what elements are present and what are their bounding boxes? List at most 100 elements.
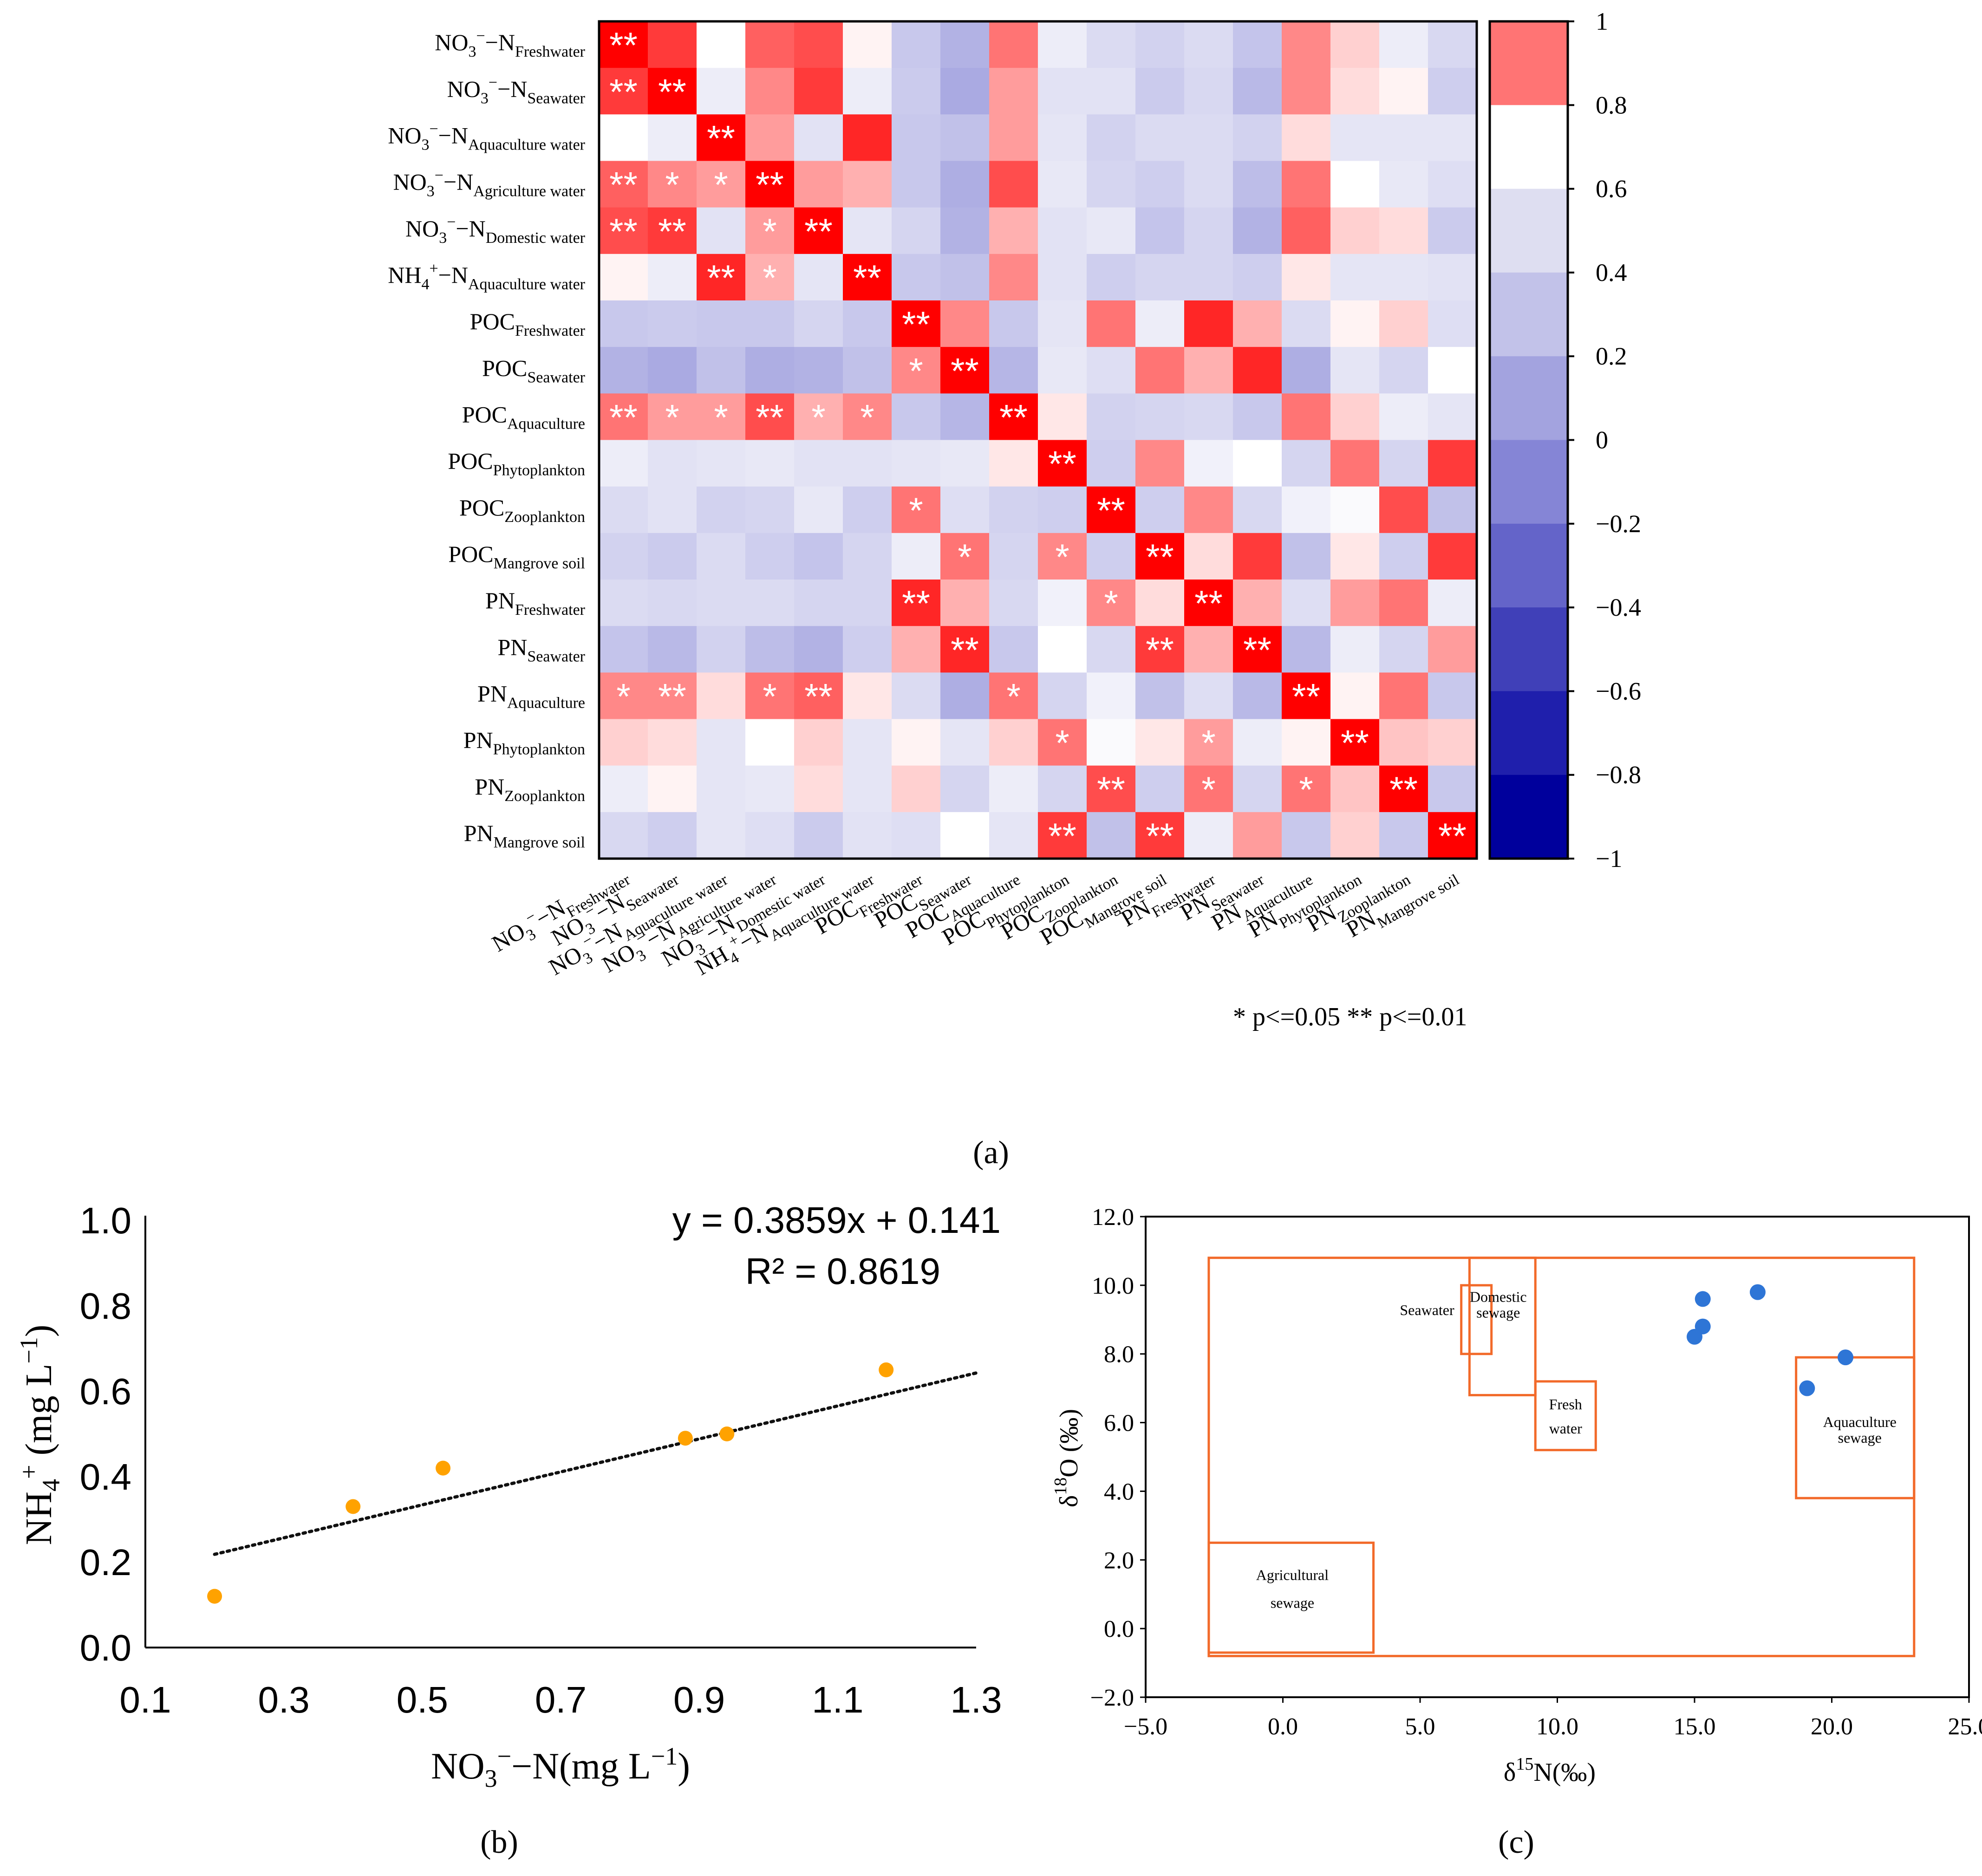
y-tick-label: 6.0: [1104, 1410, 1134, 1437]
significance-mark: *: [1299, 769, 1313, 810]
heatmap-cell: [745, 114, 795, 162]
heatmap-cell: [940, 347, 990, 394]
source-box-label: Agricultural: [1256, 1566, 1329, 1583]
heatmap-cell: [989, 486, 1038, 534]
colorbar-tick-label: 0: [1596, 426, 1608, 454]
significance-mark: **: [1146, 815, 1174, 856]
heatmap-cell: [1087, 68, 1136, 115]
heatmap-cell: [1428, 719, 1477, 766]
source-box-label: water: [1549, 1420, 1582, 1437]
heatmap-cell: [1135, 533, 1185, 580]
heatmap-cell: [745, 393, 795, 441]
colorbar-segment: [1490, 440, 1568, 524]
heatmap-cell: [1087, 207, 1136, 254]
colorbar-segment: [1490, 105, 1568, 189]
source-box: [1207, 1541, 1375, 1654]
colorbar-tick-label: −1: [1596, 845, 1622, 873]
row-label: PNSeawater: [497, 634, 585, 665]
heatmap-cell: [1282, 207, 1331, 254]
x-tick-label: 20.0: [1811, 1713, 1853, 1740]
heatmap-cell: [1282, 114, 1331, 162]
heatmap-cell: [697, 207, 746, 254]
colorbar-segment: [1490, 189, 1568, 273]
colorbar-segment: [1490, 21, 1568, 105]
heatmap-cell: [1087, 161, 1136, 208]
heatmap-cell: [697, 765, 746, 813]
heatmap-cell: [1087, 719, 1136, 766]
heatmap-cell: [1087, 580, 1136, 626]
colorbar-segment: [1490, 523, 1568, 608]
heatmap-cell: [989, 626, 1038, 673]
heatmap-cell: [697, 114, 746, 162]
heatmap-cell: [1038, 393, 1087, 441]
x-axis-label: NO3−−N(mg L−1): [431, 1742, 690, 1792]
heatmap-cell: [1184, 393, 1233, 441]
heatmap-cell: [892, 393, 941, 441]
row-label: POCSeawater: [482, 355, 586, 386]
heatmap-cell: [892, 440, 941, 487]
heatmap-cell: [599, 300, 648, 347]
heatmap-cell: [599, 21, 648, 68]
heatmap-cell: [1282, 161, 1331, 208]
y-tick-label: 0.0: [80, 1627, 131, 1668]
heatmap-cell: [697, 347, 746, 394]
heatmap-cell: [648, 765, 697, 813]
heatmap-cell: [1330, 207, 1380, 254]
heatmap-cell: [892, 719, 941, 766]
heatmap-cell: [989, 347, 1038, 394]
significance-mark: **: [609, 71, 638, 112]
heatmap-cell: [794, 719, 843, 766]
heatmap-cell: [1428, 21, 1477, 68]
x-tick-label: −5.0: [1124, 1713, 1167, 1740]
heatmap-cell: [1135, 672, 1185, 720]
source-box: [1468, 1257, 1537, 1396]
heatmap-cell: [745, 300, 795, 347]
heatmap-cell: [1087, 21, 1136, 68]
significance-mark: **: [902, 583, 930, 624]
heatmap-cell: [1379, 300, 1428, 347]
heatmap-cell: [989, 68, 1038, 115]
x-tick-label: 0.3: [258, 1679, 310, 1720]
heatmap-cell: [1379, 207, 1428, 254]
x-tick-label: 25.0: [1948, 1713, 1982, 1740]
y-tick-label: 0.2: [80, 1542, 131, 1583]
heatmap-cell: [745, 719, 795, 766]
heatmap-cell: [745, 626, 795, 673]
significance-mark: **: [658, 211, 686, 252]
source-box-label: sewage: [1476, 1304, 1520, 1321]
heatmap-cell: [1379, 440, 1428, 487]
heatmap-cell: [745, 533, 795, 580]
heatmap-cell: [1087, 347, 1136, 394]
heatmap-cell: [940, 114, 990, 162]
heatmap-cell: [794, 207, 843, 254]
heatmap-cell: [1282, 254, 1331, 301]
heatmap-cell: [1038, 719, 1087, 766]
heatmap-cell: [1330, 719, 1380, 766]
x-tick-label: 5.0: [1405, 1713, 1435, 1740]
heatmap-cell: [1135, 347, 1185, 394]
significance-mark: *: [714, 397, 728, 437]
heatmap-cell: [1135, 812, 1185, 859]
heatmap-cell: [1282, 68, 1331, 115]
heatmap-cell: [1135, 254, 1185, 301]
heatmap-cell: [1184, 626, 1233, 673]
heatmap-cell: [1330, 68, 1380, 115]
heatmap-cell: [940, 672, 990, 720]
heatmap-cell: [1428, 486, 1477, 534]
heatmap-cell: [599, 68, 648, 115]
trendline: [213, 1371, 978, 1556]
data-point: [1838, 1349, 1854, 1366]
heatmap-cell: [1428, 347, 1477, 394]
heatmap-cell: [940, 486, 990, 534]
heatmap-cell: [1135, 580, 1185, 626]
heatmap-cell: [1428, 254, 1477, 301]
heatmap-cell: [1135, 207, 1185, 254]
heatmap-cell: [843, 207, 892, 254]
heatmap-cell: [1282, 672, 1331, 720]
heatmap-cell: [1038, 533, 1087, 580]
heatmap-cell: [892, 812, 941, 859]
heatmap-cell: [1428, 393, 1477, 441]
data-point: [207, 1589, 222, 1604]
significance-mark: **: [1341, 723, 1369, 763]
